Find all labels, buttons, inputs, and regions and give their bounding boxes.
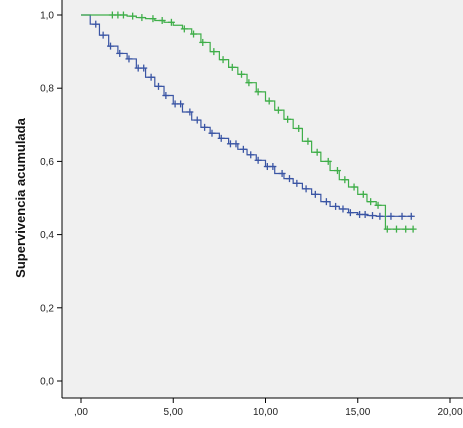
censor-mark-0	[293, 179, 301, 187]
censor-mark-1	[402, 225, 410, 233]
censor-mark-1	[367, 198, 375, 206]
censor-mark-0	[201, 123, 209, 131]
x-tick-label: 10,00	[253, 407, 278, 418]
y-tick-label: 0,4	[40, 230, 54, 241]
censor-mark-0	[208, 129, 216, 137]
censor-mark-1	[119, 11, 127, 19]
censor-mark-0	[247, 151, 255, 159]
plot-background	[62, 0, 463, 398]
axes	[61, 0, 463, 399]
censor-mark-1	[167, 18, 175, 26]
censor-mark-1	[409, 225, 417, 233]
censor-mark-1	[129, 12, 137, 20]
x-tick-label: 5,00	[164, 407, 184, 418]
censor-mark-0	[107, 42, 115, 50]
censor-mark-1	[219, 56, 227, 64]
censor-mark-0	[339, 205, 347, 213]
censor-mark-1	[210, 48, 218, 56]
censor-mark-0	[302, 185, 310, 193]
censor-mark-1	[374, 201, 382, 209]
censor-mark-1	[333, 167, 341, 175]
censor-mark-1	[238, 70, 246, 78]
y-tick-label: 0,0	[40, 377, 54, 388]
censor-mark-0	[398, 212, 406, 220]
censor-mark-1	[180, 25, 188, 33]
censor-mark-1	[324, 157, 332, 165]
censor-mark-0	[254, 156, 262, 164]
censor-mark-0	[177, 100, 185, 108]
censor-mark-0	[361, 210, 369, 218]
censor-mark-1	[199, 38, 207, 46]
censor-mark-1	[190, 30, 198, 38]
censor-mark-0	[332, 202, 340, 210]
censor-mark-1	[138, 14, 146, 22]
censor-mark-0	[387, 212, 395, 220]
censor-mark-0	[407, 212, 415, 220]
censor-mark-1	[295, 124, 303, 132]
series-layer	[81, 11, 417, 233]
censor-mark-0	[193, 116, 201, 124]
censor-mark-1	[274, 106, 282, 114]
censor-mark-1	[228, 63, 236, 71]
censor-mark-0	[232, 140, 240, 148]
censor-mark-1	[313, 148, 321, 156]
y-axis-title: Supervivencia acumulada	[13, 117, 28, 277]
censor-mark-0	[278, 169, 286, 177]
x-tick-label: 20,00	[437, 407, 462, 418]
x-tick-label: 15,00	[345, 407, 370, 418]
censor-mark-1	[383, 225, 391, 233]
censor-mark-0	[269, 163, 277, 171]
censor-mark-0	[162, 92, 170, 100]
censor-mark-1	[284, 115, 292, 123]
censor-mark-0	[217, 134, 225, 142]
ticks-layer: ,00 5,00 10,00 15,00 20,00 0,0 0,2 0,4 0,6 0,8 1,0	[40, 11, 463, 419]
censor-mark-0	[311, 190, 319, 198]
y-tick-label: 0,8	[40, 84, 54, 95]
censor-mark-0	[322, 198, 330, 206]
y-tick-label: 0,6	[40, 157, 54, 168]
censor-mark-1	[359, 190, 367, 198]
y-tick-label: 1,0	[40, 11, 54, 22]
censor-mark-0	[140, 64, 148, 72]
censor-mark-0	[147, 73, 155, 81]
censor-mark-1	[158, 16, 166, 24]
censor-mark-0	[125, 55, 133, 63]
x-tick-label: ,00	[74, 407, 88, 418]
censor-mark-0	[116, 49, 124, 57]
censor-mark-1	[350, 183, 358, 191]
censor-mark-0	[99, 31, 107, 39]
censor-mark-1	[265, 97, 273, 105]
censor-mark-1	[304, 137, 312, 145]
censor-mark-0	[285, 175, 293, 183]
censor-mark-0	[369, 212, 377, 220]
censor-mark-0	[92, 20, 100, 28]
censor-mark-1	[341, 176, 349, 184]
y-tick-label: 0,2	[40, 303, 54, 314]
censor-mark-1	[245, 79, 253, 87]
censor-mark-1	[149, 15, 157, 23]
censor-mark-0	[346, 209, 354, 217]
censor-mark-0	[376, 212, 384, 220]
censor-mark-0	[154, 82, 162, 90]
censor-mark-0	[239, 145, 247, 153]
censor-mark-1	[254, 88, 262, 96]
censor-mark-1	[392, 225, 400, 233]
series-line-0	[81, 14, 414, 217]
censor-mark-0	[186, 108, 194, 116]
